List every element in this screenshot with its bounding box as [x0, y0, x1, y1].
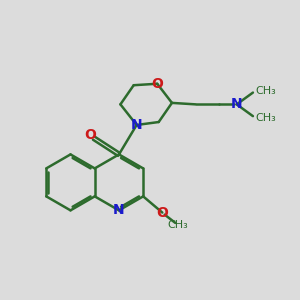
- Text: N: N: [113, 203, 125, 218]
- Text: O: O: [85, 128, 96, 142]
- Text: CH₃: CH₃: [167, 220, 188, 230]
- Text: CH₃: CH₃: [256, 86, 277, 96]
- Text: CH₃: CH₃: [256, 112, 277, 123]
- Text: O: O: [151, 77, 163, 91]
- Text: O: O: [156, 206, 168, 220]
- Text: N: N: [131, 118, 142, 132]
- Text: N: N: [231, 98, 242, 111]
